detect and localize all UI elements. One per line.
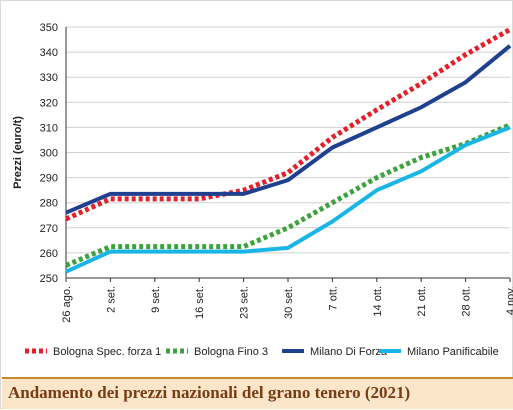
x-tick-label: 9 set. bbox=[150, 286, 162, 313]
legend-label-4: Milano Panificabile bbox=[407, 346, 499, 358]
y-tick-label: 260 bbox=[40, 248, 58, 260]
x-tick-label: 28 ott. bbox=[461, 286, 473, 317]
chart-caption: Andamento dei prezzi nazionali del grano… bbox=[8, 383, 411, 402]
series-line-2 bbox=[65, 122, 511, 268]
y-tick-label: 300 bbox=[40, 148, 58, 160]
x-tick-label: 4 nov. bbox=[505, 286, 513, 315]
series-line-1 bbox=[64, 27, 512, 222]
y-tick-label: 320 bbox=[40, 97, 58, 109]
chart-caption-bar: Andamento dei prezzi nazionali del grano… bbox=[2, 377, 513, 409]
x-tick-label: 16 set. bbox=[194, 286, 206, 319]
legend-label-3: Milano Di Forza bbox=[310, 346, 388, 358]
y-tick-label: 310 bbox=[40, 122, 58, 134]
x-tick-label: 26 ago. bbox=[61, 286, 73, 323]
x-tick-label: 2 set. bbox=[105, 286, 117, 313]
y-tick-label: 330 bbox=[40, 72, 58, 84]
series-line-3 bbox=[65, 44, 512, 215]
x-tick-label: 23 set. bbox=[239, 286, 251, 319]
y-axis-title: Prezzi (euro/t) bbox=[12, 116, 24, 189]
y-tick-label: 290 bbox=[40, 173, 58, 185]
x-tick-label: 21 ott. bbox=[416, 286, 428, 317]
y-tick-label: 270 bbox=[40, 223, 58, 235]
y-tick-label: 280 bbox=[40, 198, 58, 210]
x-tick-label: 7 ott. bbox=[327, 286, 339, 310]
y-tick-label: 340 bbox=[40, 47, 58, 59]
legend-label-1: Bologna Spec. forza 1 bbox=[53, 346, 161, 358]
x-tick-label: 30 set. bbox=[283, 286, 295, 319]
series-line-4 bbox=[65, 125, 511, 274]
x-tick-label: 14 ott. bbox=[372, 286, 384, 317]
y-tick-label: 250 bbox=[40, 273, 58, 285]
legend-label-2: Bologna Fino 3 bbox=[194, 346, 268, 358]
y-tick-label: 350 bbox=[40, 22, 58, 34]
